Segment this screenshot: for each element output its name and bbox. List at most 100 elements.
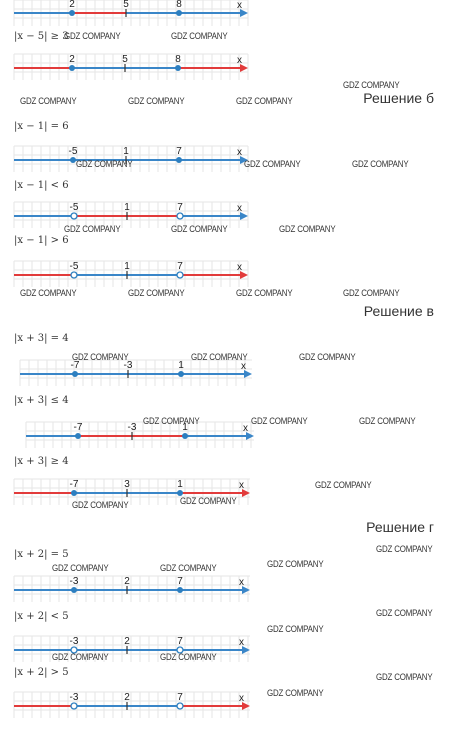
axis-arrow: [242, 646, 250, 654]
equation: |x + 3| ≥ 4: [14, 456, 69, 467]
watermark-text: GDZ COMPANY: [72, 500, 129, 510]
axis-arrow: [244, 370, 252, 378]
point-label: 7: [177, 202, 183, 213]
point-label: 1: [178, 360, 184, 371]
point-label: 2: [124, 636, 130, 647]
axis-arrow: [246, 432, 254, 440]
point-label: 2: [69, 0, 75, 10]
watermark-text: GDZ COMPANY: [52, 563, 109, 573]
axis-arrow: [240, 9, 248, 17]
watermark-text: GDZ COMPANY: [143, 416, 200, 426]
point-label: -7: [74, 422, 83, 433]
point-filled: [71, 490, 77, 496]
point-label: 3: [124, 479, 130, 490]
watermark-text: GDZ COMPANY: [171, 224, 228, 234]
point-filled: [175, 65, 181, 71]
axis-label: x: [241, 361, 246, 372]
watermark-text: GDZ COMPANY: [180, 496, 237, 506]
point-label: -5: [70, 202, 79, 213]
point-label: -3: [128, 422, 137, 433]
equation: |x + 3| ≤ 4: [14, 395, 69, 406]
watermark-text: GDZ COMPANY: [299, 352, 356, 362]
point-filled: [178, 371, 184, 377]
axis-arrow: [242, 702, 250, 710]
watermark-text: GDZ COMPANY: [315, 480, 372, 490]
watermark-text: GDZ COMPANY: [251, 416, 308, 426]
watermark-text: GDZ COMPANY: [244, 159, 301, 169]
equation: |x − 1| < 6: [14, 180, 69, 191]
watermark-text: GDZ COMPANY: [376, 608, 433, 618]
point-label: -3: [124, 360, 133, 371]
watermark-text: GDZ COMPANY: [76, 159, 133, 169]
point-label: -7: [71, 360, 80, 371]
watermark-text: GDZ COMPANY: [236, 288, 293, 298]
equation: |x − 1| = 6: [14, 121, 69, 132]
point-filled: [182, 433, 188, 439]
axis-label: x: [237, 147, 242, 158]
point-label: 5: [123, 0, 129, 10]
watermark-text: GDZ COMPANY: [376, 544, 433, 554]
point-label: 5: [122, 54, 128, 65]
equation: |x + 2| > 5: [14, 667, 69, 678]
axis-arrow: [240, 156, 248, 164]
axis-arrow: [242, 489, 250, 497]
point-label: 8: [176, 0, 182, 10]
axis-label: x: [243, 423, 248, 434]
watermark-text: GDZ COMPANY: [64, 224, 121, 234]
watermark-text: GDZ COMPANY: [267, 688, 324, 698]
point-open: [176, 271, 184, 279]
axis-label: x: [237, 0, 242, 11]
point-label: 2: [69, 54, 75, 65]
point-filled: [177, 490, 183, 496]
watermark-text: GDZ COMPANY: [72, 352, 129, 362]
point-open: [70, 646, 78, 654]
section-title-v: Решение в: [363, 303, 434, 319]
equation: |x + 3| = 4: [14, 333, 69, 344]
point-label: 7: [177, 576, 183, 587]
watermark-text: GDZ COMPANY: [128, 288, 185, 298]
watermark-text: GDZ COMPANY: [20, 288, 77, 298]
watermark-text: GDZ COMPANY: [128, 96, 185, 106]
axis-label: x: [237, 262, 242, 273]
axis-arrow: [240, 64, 248, 72]
point-label: 7: [177, 261, 183, 272]
watermark-text: GDZ COMPANY: [359, 416, 416, 426]
section-title-g: Решение г: [366, 519, 434, 535]
point-open: [70, 271, 78, 279]
axis-label: x: [239, 693, 244, 704]
watermark-text: GDZ COMPANY: [171, 31, 228, 41]
point-label: 2: [124, 692, 130, 703]
point-filled: [176, 10, 182, 16]
watermark-text: GDZ COMPANY: [191, 352, 248, 362]
watermark-text: GDZ COMPANY: [343, 80, 400, 90]
axis-arrow: [240, 271, 248, 279]
section-title-b: Решение б: [363, 90, 434, 106]
watermark-text: GDZ COMPANY: [267, 559, 324, 569]
axis-label: x: [237, 55, 242, 66]
point-filled: [69, 65, 75, 71]
axis-label: x: [239, 577, 244, 588]
point-label: 1: [182, 422, 188, 433]
point-label: 7: [177, 636, 183, 647]
point-label: -3: [70, 636, 79, 647]
point-label: 8: [175, 54, 181, 65]
equation: |x + 2| < 5: [14, 611, 69, 622]
point-label: -3: [70, 692, 79, 703]
watermark-text: GDZ COMPANY: [160, 652, 217, 662]
watermark-text: GDZ COMPANY: [20, 96, 77, 106]
watermark-text: GDZ COMPANY: [267, 624, 324, 634]
point-open: [70, 702, 78, 710]
point-filled: [70, 157, 76, 163]
point-filled: [75, 433, 81, 439]
axis-label: x: [239, 637, 244, 648]
point-filled: [176, 157, 182, 163]
point-label: 2: [124, 576, 130, 587]
watermark-text: GDZ COMPANY: [236, 96, 293, 106]
point-label: 7: [176, 146, 182, 157]
watermark-text: GDZ COMPANY: [279, 224, 336, 234]
watermark-text: GDZ COMPANY: [64, 31, 121, 41]
point-label: -5: [69, 146, 78, 157]
point-label: 1: [124, 261, 130, 272]
point-label: 1: [177, 479, 183, 490]
point-label: 1: [123, 146, 129, 157]
